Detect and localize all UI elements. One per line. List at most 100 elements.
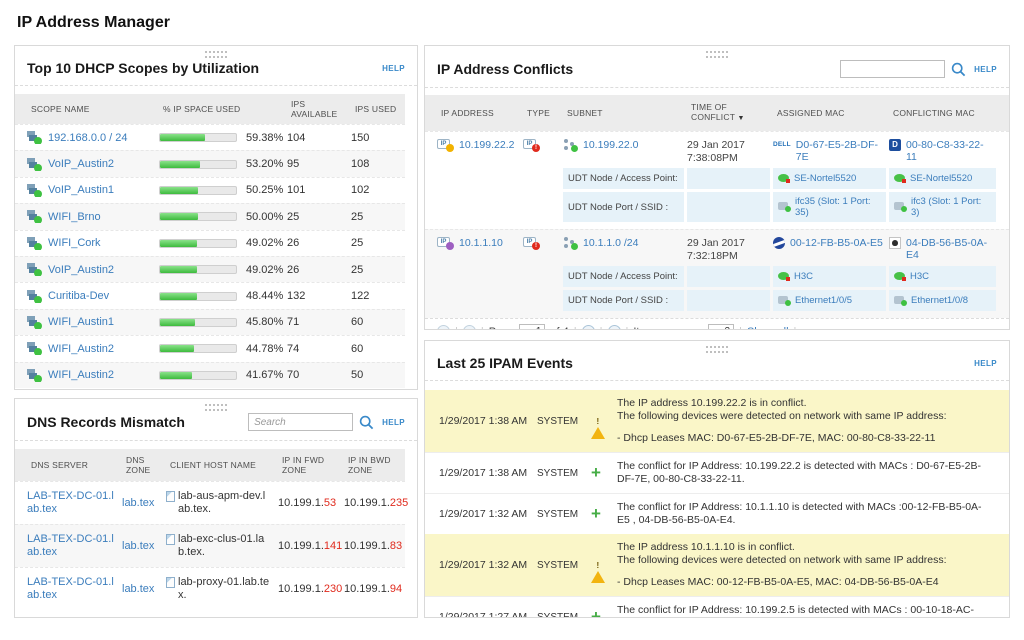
dhcp-scope-icon xyxy=(27,289,42,303)
dns-panel-title: DNS Records Mismatch xyxy=(27,414,185,430)
panel-dhcp-scopes: Top 10 DHCP Scopes by Utilization HELP S… xyxy=(14,45,418,390)
utilization-bar xyxy=(159,212,237,222)
dhcp-scope-icon xyxy=(27,368,42,382)
scope-link[interactable]: WIFI_Austin1 xyxy=(48,316,115,329)
scope-link[interactable]: VoIP_Austin1 xyxy=(48,184,115,197)
conflicting-mac-link[interactable]: 04-DB-56-B5-0A-E4 xyxy=(906,237,988,261)
table-row: VoIP_Austin1 50.25% 101 102 xyxy=(15,176,405,203)
utilization-bar xyxy=(159,317,237,327)
table-row: WIFI_Austin2 41.67% 70 50 xyxy=(15,361,405,388)
scope-link[interactable]: Curitiba-Dev xyxy=(48,290,110,303)
drag-handle-icon[interactable] xyxy=(205,404,227,411)
panel-ip-conflicts: IP Address Conflicts HELP IP ADDRESS TYP… xyxy=(424,45,1010,330)
dns-search-input[interactable] xyxy=(248,413,354,431)
scope-link[interactable]: WIFI_Austin2 xyxy=(48,342,115,355)
port-link[interactable]: Ethernet1/0/8 xyxy=(911,295,969,306)
conflicts-help-link[interactable]: HELP xyxy=(974,64,997,74)
warning-icon xyxy=(591,415,605,439)
show-all-link[interactable]: Show all xyxy=(747,326,789,330)
event-add-icon: + xyxy=(591,462,601,482)
conflict-ip-link[interactable]: 10.1.1.10 xyxy=(459,237,503,249)
warning-icon xyxy=(591,559,605,583)
node-link[interactable]: SE-Nortel5520 xyxy=(794,173,857,184)
items-per-page-input[interactable] xyxy=(708,324,735,329)
drag-handle-icon[interactable] xyxy=(706,346,728,353)
port-link[interactable]: ifc3 (Slot: 1 Port: 3) xyxy=(911,196,982,218)
conflicts-table-header: IP ADDRESS TYPE SUBNET TIME OF CONFLICT … xyxy=(425,95,1009,131)
drag-handle-icon[interactable] xyxy=(706,51,728,58)
utilization-bar xyxy=(159,185,237,195)
host-record-icon xyxy=(166,491,175,502)
dhcp-scope-icon xyxy=(27,236,42,250)
dhcp-panel-title: Top 10 DHCP Scopes by Utilization xyxy=(27,60,260,76)
dns-zone-link[interactable]: lab.tex xyxy=(122,583,155,595)
dns-help-link[interactable]: HELP xyxy=(382,417,405,427)
port-link[interactable]: ifc35 (Slot: 1 Port: 35) xyxy=(795,196,871,218)
node-link[interactable]: H3C xyxy=(910,271,930,282)
page-number-input[interactable] xyxy=(519,324,546,329)
subnet-icon xyxy=(563,237,578,250)
search-icon[interactable] xyxy=(951,62,966,77)
host-record-icon xyxy=(166,577,175,588)
dns-server-link[interactable]: LAB-TEX-DC-01.lab.tex xyxy=(27,490,114,515)
interface-icon xyxy=(894,295,907,306)
scope-link[interactable]: VoIP_Austin2 xyxy=(48,158,115,171)
scope-link[interactable]: WIFI_Brno xyxy=(48,210,101,223)
utilization-bar xyxy=(159,265,237,275)
dhcp-table-header: SCOPE NAME % IP SPACE USED IPS AVAILABLE… xyxy=(15,94,405,124)
dns-zone-link[interactable]: lab.tex xyxy=(122,497,155,509)
panel-ipam-events: Last 25 IPAM Events HELP 1/29/2017 1:38 … xyxy=(424,340,1010,618)
table-row: Curitiba-Dev 48.44% 132 122 xyxy=(15,282,405,308)
3com-logo-icon xyxy=(773,237,785,249)
table-row: VoIP_Austin2 49.02% 26 25 xyxy=(15,255,405,283)
assigned-mac-link[interactable]: 00-12-FB-B5-0A-E5 xyxy=(790,237,883,249)
last-page-button[interactable]: » xyxy=(607,325,621,329)
table-row: WIFI_Brno 50.00% 25 25 xyxy=(15,203,405,230)
conflict-ip-link[interactable]: 10.199.22.2 xyxy=(459,139,515,151)
table-row: VoIP_Austin2 53.20% 95 108 xyxy=(15,150,405,177)
drag-handle-icon[interactable] xyxy=(205,51,227,58)
table-row: LAB-TEX-DC-01.lab.tex lab.tex lab-aus-ap… xyxy=(15,481,408,524)
assigned-mac-link[interactable]: D0-67-E5-2B-DF-7E xyxy=(795,139,879,163)
dns-server-link[interactable]: LAB-TEX-DC-01.lab.tex xyxy=(27,576,114,601)
event-add-icon: + xyxy=(591,503,601,523)
next-page-button[interactable]: › xyxy=(581,325,595,329)
conflict-row: IP 10.199.22.2 IP! 10.199.22.0 29 Jan 201… xyxy=(425,131,1009,229)
port-link[interactable]: Ethernet1/0/5 xyxy=(795,295,853,306)
udt-port-label: UDT Node Port / SSID : xyxy=(563,290,684,311)
node-status-icon xyxy=(894,174,906,183)
event-row: 1/29/2017 1:32 AM SYSTEM + The conflict … xyxy=(425,493,1009,534)
scope-link[interactable]: 192.168.0.0 / 24 xyxy=(48,131,128,144)
node-status-icon xyxy=(894,272,906,281)
dns-zone-link[interactable]: lab.tex xyxy=(122,540,155,552)
panel-dns-mismatch: DNS Records Mismatch HELP DNS SERVER DNS… xyxy=(14,398,418,618)
dns-server-link[interactable]: LAB-TEX-DC-01.lab.tex xyxy=(27,533,114,558)
utilization-bar xyxy=(159,370,237,380)
scope-link[interactable]: WIFI_Cork xyxy=(48,237,101,250)
conflicts-search-input[interactable] xyxy=(840,60,946,78)
host-record-icon xyxy=(166,534,175,545)
search-icon[interactable] xyxy=(359,415,374,430)
first-page-button[interactable]: « xyxy=(437,325,450,329)
dns-table-header: DNS SERVER DNS ZONE CLIENT HOST NAME IP … xyxy=(15,449,405,481)
table-row: WIFI_Cork 49.02% 26 25 xyxy=(15,229,405,256)
table-row: LAB-TEX-DC-01.lab.tex lab.tex lab-proxy-… xyxy=(15,567,405,610)
node-link[interactable]: SE-Nortel5520 xyxy=(910,173,973,184)
scope-link[interactable]: VoIP_Austin2 xyxy=(48,263,115,276)
sort-column[interactable]: TIME OF CONFLICT ▼ xyxy=(691,102,745,122)
scope-link[interactable]: WIFI_Austin2 xyxy=(48,369,115,382)
table-row: LAB-TEX-DC-01.lab.tex lab.tex lab-exc-cl… xyxy=(15,524,405,567)
utilization-bar xyxy=(159,238,237,248)
conflict-type-icon: IP! xyxy=(523,139,540,152)
subnet-link[interactable]: 10.1.1.0 /24 xyxy=(583,237,639,249)
events-panel-title: Last 25 IPAM Events xyxy=(437,355,573,371)
prev-page-button[interactable]: ‹ xyxy=(462,325,476,329)
interface-icon xyxy=(778,202,791,212)
events-help-link[interactable]: HELP xyxy=(974,358,997,368)
sort-desc-icon: ▼ xyxy=(737,115,745,122)
event-row: 1/29/2017 1:32 AM SYSTEM The IP address … xyxy=(425,534,1009,596)
dhcp-help-link[interactable]: HELP xyxy=(382,63,405,73)
subnet-link[interactable]: 10.199.22.0 xyxy=(583,139,639,151)
conflicting-mac-link[interactable]: 00-80-C8-33-22-11 xyxy=(906,139,984,163)
node-link[interactable]: H3C xyxy=(794,271,814,282)
